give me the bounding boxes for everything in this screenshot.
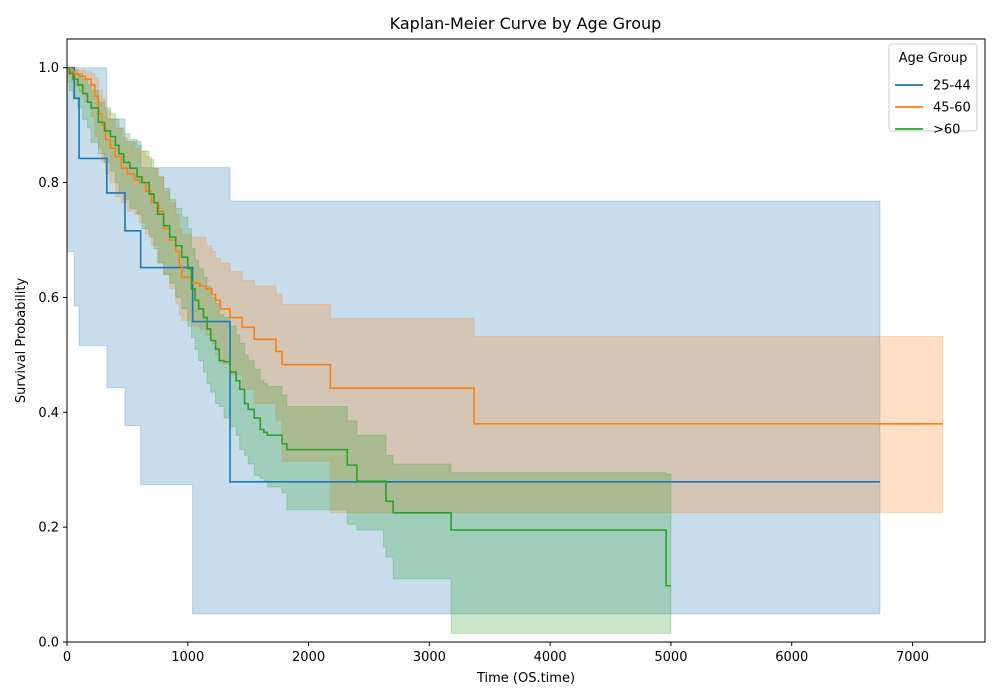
legend-label-25-44: 25-44: [933, 79, 971, 94]
y-tick-label: 0.0: [38, 636, 59, 651]
confidence-bands: [67, 67, 944, 634]
x-axis-title: Time (OS.time): [476, 671, 575, 686]
plot-frame: [66, 38, 986, 643]
survival-line-45-60: [67, 66, 943, 425]
x-axis: 0 1000 2000 3000 4000 5000 6000 7000: [63, 642, 929, 665]
y-tick-label: 0.8: [38, 176, 59, 191]
ci-band-45-60: [67, 67, 944, 514]
survival-line-25-44: [67, 66, 880, 483]
x-tick-label: 1000: [171, 650, 204, 665]
legend: Age Group 25-44 45-60 >60: [888, 43, 978, 138]
legend-label-45-60: 45-60: [933, 101, 971, 116]
chart-title: Kaplan-Meier Curve by Age Group: [390, 14, 662, 33]
x-tick-label: 3000: [413, 650, 446, 665]
legend-label-gt-60: >60: [933, 123, 960, 138]
survival-line-gt-60: [67, 66, 671, 587]
legend-title: Age Group: [899, 51, 968, 66]
legend-box: [888, 43, 978, 132]
y-tick-label: 0.2: [38, 521, 59, 536]
x-tick-label: 7000: [896, 650, 929, 665]
y-axis-title: Survival Probability: [14, 278, 29, 404]
y-tick-label: 1.0: [38, 61, 59, 76]
y-tick-label: 0.4: [38, 406, 59, 421]
x-tick-label: 6000: [775, 650, 808, 665]
ci-band-gt-60: [67, 67, 672, 634]
x-tick-label: 0: [63, 650, 71, 665]
survival-lines: [67, 66, 943, 587]
y-tick-label: 0.6: [38, 291, 59, 306]
x-tick-label: 5000: [654, 650, 687, 665]
x-tick-label: 4000: [534, 650, 567, 665]
y-axis: 0.0 0.2 0.4 0.6 0.8 1.0: [38, 61, 67, 651]
x-tick-label: 2000: [292, 650, 325, 665]
ci-band-25-44: [67, 67, 881, 615]
